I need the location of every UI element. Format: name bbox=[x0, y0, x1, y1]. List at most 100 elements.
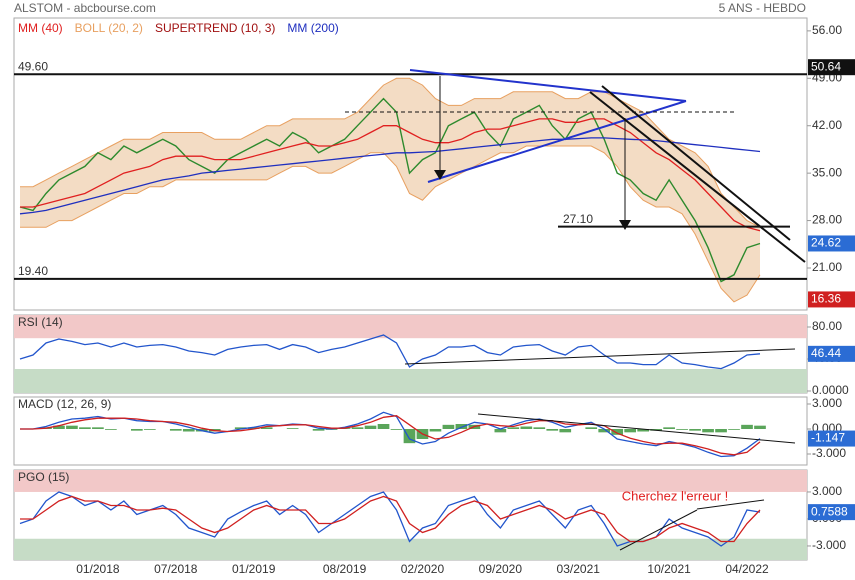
histogram-bar bbox=[390, 429, 403, 430]
y-tick-label: 80.00 bbox=[812, 319, 842, 333]
y-tick-label: -3.000 bbox=[812, 538, 846, 552]
histogram-bar bbox=[598, 429, 611, 433]
histogram-bar bbox=[247, 427, 260, 429]
histogram-bar bbox=[66, 425, 78, 429]
trendline bbox=[409, 69, 687, 102]
histogram-bar bbox=[234, 427, 247, 429]
histogram-bar bbox=[754, 425, 766, 429]
histogram-bar bbox=[455, 424, 468, 429]
histogram-bar bbox=[715, 429, 727, 433]
value-box bbox=[808, 59, 855, 76]
bollinger-lower bbox=[20, 145, 761, 303]
oversold-band bbox=[14, 369, 807, 393]
value-box bbox=[808, 345, 855, 362]
x-tick-label: 09/2020 bbox=[479, 562, 523, 576]
overbought-band bbox=[14, 470, 807, 492]
y-tick-label: 56.00 bbox=[812, 23, 842, 37]
y-tick-label: 0.0000 bbox=[812, 383, 849, 397]
histogram-bar bbox=[260, 427, 273, 429]
value-label: 0.7588 bbox=[811, 504, 848, 518]
drawings bbox=[345, 69, 806, 551]
histogram-bar bbox=[676, 429, 688, 430]
panel-title: MACD (12, 26, 9) bbox=[18, 397, 111, 411]
histogram-bar bbox=[351, 427, 364, 429]
y-tick-label: 21.00 bbox=[812, 260, 842, 274]
level-label: 49.60 bbox=[18, 59, 48, 73]
overbought-band bbox=[14, 315, 807, 339]
histogram-bar bbox=[92, 427, 104, 429]
y-tick-label: 28.00 bbox=[812, 213, 842, 227]
histogram-bar bbox=[364, 425, 377, 429]
value-label: -1.147 bbox=[811, 431, 845, 445]
histogram-bar bbox=[79, 427, 91, 429]
histogram-bar bbox=[689, 429, 701, 431]
x-tick-label: 02/2020 bbox=[401, 562, 445, 576]
value-box bbox=[808, 430, 855, 447]
price-line bbox=[19, 97, 761, 283]
x-tick-label: 10/2021 bbox=[647, 562, 691, 576]
value-label: 46.44 bbox=[811, 346, 841, 360]
histogram-bar bbox=[403, 429, 416, 444]
x-tick-label: 04/2022 bbox=[725, 562, 769, 576]
histogram-bar bbox=[520, 426, 533, 429]
histogram-bar bbox=[728, 429, 740, 430]
level-label: 27.10 bbox=[563, 212, 593, 226]
value-box bbox=[808, 235, 855, 252]
indicator-line bbox=[19, 334, 761, 370]
histogram-bar bbox=[312, 429, 325, 431]
x-tick-label: 08/2019 bbox=[323, 562, 367, 576]
indicator-line bbox=[19, 137, 761, 215]
chart-title: ALSTOM - abcbourse.com bbox=[14, 1, 156, 15]
value-label: 24.62 bbox=[811, 236, 841, 250]
histogram-bar bbox=[533, 427, 546, 429]
trendline bbox=[477, 413, 796, 444]
histogram-bar bbox=[169, 429, 182, 431]
legend-entry: SUPERTREND (10, 3) bbox=[155, 21, 275, 35]
trendline bbox=[696, 499, 765, 510]
annotation: Cherchez l'erreur ! bbox=[622, 488, 729, 503]
arrow-head bbox=[434, 170, 446, 180]
histogram-bar bbox=[637, 429, 649, 432]
trendline bbox=[427, 100, 687, 183]
histogram-bar bbox=[585, 427, 598, 429]
histogram-bar bbox=[377, 424, 390, 429]
histogram-bar bbox=[611, 429, 624, 435]
panel-title: PGO (15) bbox=[18, 470, 69, 484]
trendline bbox=[404, 348, 796, 365]
trendline bbox=[589, 91, 806, 263]
indicator-line bbox=[20, 118, 761, 232]
histogram-bar bbox=[702, 429, 714, 433]
legend-entry: MM (200) bbox=[287, 21, 338, 35]
histogram-bar bbox=[663, 427, 675, 429]
histogram-bar bbox=[507, 427, 520, 429]
value-label: 50.64 bbox=[811, 59, 841, 73]
x-tick-label: 01/2019 bbox=[232, 562, 276, 576]
y-tick-label: 35.00 bbox=[812, 165, 842, 179]
legend-entry: BOLL (20, 2) bbox=[75, 21, 143, 35]
histogram-bar bbox=[182, 429, 195, 432]
legend-entry: MM (40) bbox=[18, 21, 63, 35]
histogram-bar bbox=[624, 429, 637, 433]
histogram-bar bbox=[494, 429, 507, 433]
x-tick-label: 07/2018 bbox=[154, 562, 198, 576]
histogram-bar bbox=[105, 429, 117, 430]
histogram-bar bbox=[741, 424, 753, 429]
histogram-bar bbox=[559, 429, 572, 433]
histogram-bar bbox=[53, 425, 65, 429]
histogram-bar bbox=[442, 424, 455, 429]
indicator-line bbox=[20, 411, 761, 458]
trendline bbox=[619, 509, 698, 551]
value-box bbox=[808, 291, 855, 308]
plot: 56.0049.0042.0035.0028.0021.0049.6019.40… bbox=[13, 17, 855, 576]
chart-subtitle: 5 ANS - HEBDO bbox=[719, 1, 806, 15]
histogram-bar bbox=[131, 429, 143, 431]
y-tick-label: 3.000 bbox=[812, 396, 842, 410]
x-tick-label: 01/2018 bbox=[76, 562, 120, 576]
histogram-bar bbox=[143, 429, 156, 430]
value-label: 16.36 bbox=[811, 292, 841, 306]
bollinger-upper bbox=[20, 77, 761, 228]
oversold-band bbox=[14, 538, 807, 560]
histogram-bar bbox=[429, 429, 442, 432]
y-tick-label: -3.000 bbox=[812, 446, 846, 460]
